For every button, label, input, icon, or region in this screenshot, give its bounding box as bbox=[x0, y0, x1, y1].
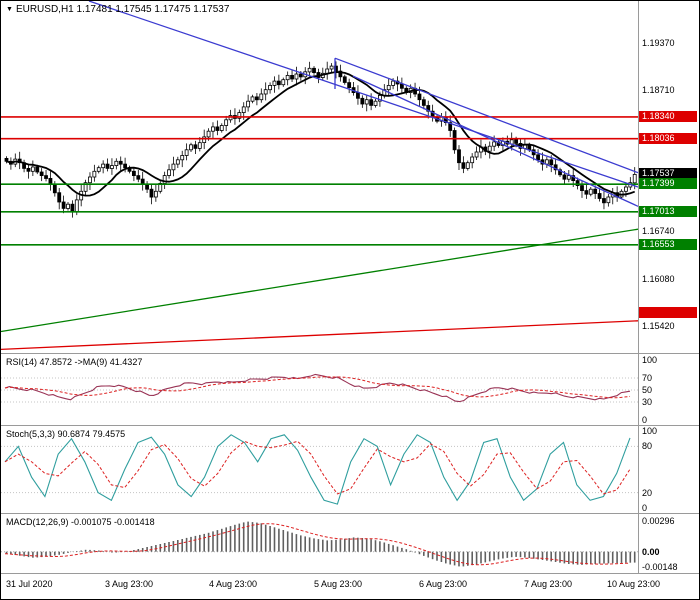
time-axis-label: 7 Aug 23:00 bbox=[524, 579, 573, 589]
time-axis-label: 4 Aug 23:00 bbox=[209, 579, 258, 589]
trend-line[interactable] bbox=[352, 75, 638, 207]
trend-line[interactable] bbox=[334, 57, 638, 174]
axis-tick: 0 bbox=[642, 503, 648, 513]
macd-label: MACD(12,26,9) -0.001075 -0.001418 bbox=[6, 517, 155, 527]
stoch-main-line bbox=[4, 434, 631, 505]
rsi-canvas[interactable] bbox=[1, 354, 638, 425]
price-level-label bbox=[639, 307, 697, 318]
axis-tick: 50 bbox=[642, 385, 653, 395]
axis-tick: 70 bbox=[642, 373, 653, 383]
price-chart-canvas[interactable] bbox=[1, 1, 638, 353]
price-level-label: 1.17399 bbox=[639, 178, 697, 189]
rsi-ma-line bbox=[4, 376, 631, 399]
chart-title: ▼ EURUSD,H1 1.17481 1.17545 1.17475 1.175… bbox=[6, 4, 229, 15]
moving-average-line bbox=[6, 71, 635, 197]
axis-tick: 20 bbox=[642, 488, 653, 498]
price-level-label: 1.18340 bbox=[639, 111, 697, 122]
macd-signal-line bbox=[4, 523, 631, 566]
axis-tick: 0.00296 bbox=[642, 516, 675, 526]
axis-tick: 1.16740 bbox=[642, 226, 675, 236]
panel-divider bbox=[1, 573, 699, 574]
time-axis-label: 5 Aug 23:00 bbox=[314, 579, 363, 589]
trend-line[interactable] bbox=[88, 1, 638, 188]
axis-tick: 30 bbox=[642, 397, 653, 407]
axis-tick: -0.00148 bbox=[642, 562, 678, 572]
price-axis[interactable]: 1.19370 1.18710 1.16740 1.16080 1.15420 1.183… bbox=[639, 1, 699, 574]
axis-tick: 1.16080 bbox=[642, 274, 675, 284]
price-level-label: 1.17537 bbox=[639, 168, 697, 179]
panel-divider bbox=[1, 425, 699, 426]
axis-tick: 1.15420 bbox=[642, 321, 675, 331]
axis-divider bbox=[638, 1, 639, 573]
macd-canvas[interactable] bbox=[1, 514, 638, 573]
time-axis-label: 31 Jul 2020 bbox=[6, 579, 53, 589]
axis-tick: 100 bbox=[642, 355, 658, 365]
axis-tick: 1.19370 bbox=[642, 38, 675, 48]
axis-tick: 1.18710 bbox=[642, 85, 675, 95]
price-level-label: 1.18036 bbox=[639, 133, 697, 144]
time-axis-label: 3 Aug 23:00 bbox=[105, 579, 154, 589]
trend-line[interactable] bbox=[1, 228, 638, 333]
time-axis-label: 10 Aug 23:00 bbox=[607, 579, 661, 589]
time-axis[interactable]: 31 Jul 2020 3 Aug 23:00 4 Aug 23:00 5 Aug 2… bbox=[1, 574, 699, 599]
symbol-dropdown-icon[interactable]: ▼ bbox=[6, 6, 13, 13]
stoch-label: Stoch(5,3,3) 90.6874 79.4575 bbox=[6, 429, 126, 439]
chart-title-text: EURUSD,H1 1.17481 1.17545 1.17475 1.1753… bbox=[15, 4, 230, 15]
panel-divider bbox=[1, 513, 699, 514]
rsi-line bbox=[4, 373, 631, 403]
panel-divider bbox=[1, 353, 699, 354]
trend-line[interactable] bbox=[1, 320, 638, 351]
axis-tick: 0.00 bbox=[642, 547, 660, 557]
stoch-signal-line bbox=[4, 440, 631, 495]
time-axis-label: 6 Aug 23:00 bbox=[419, 579, 468, 589]
axis-tick: 100 bbox=[642, 426, 658, 436]
price-level-label: 1.16553 bbox=[639, 239, 697, 250]
axis-tick: 0 bbox=[642, 415, 648, 425]
price-level-label: 1.17013 bbox=[639, 206, 697, 217]
macd-histogram bbox=[5, 521, 636, 567]
axis-tick: 80 bbox=[642, 441, 653, 451]
rsi-label: RSI(14) 47.8572 ->MA(9) 41.4327 bbox=[6, 357, 143, 367]
stoch-canvas[interactable] bbox=[1, 426, 638, 513]
